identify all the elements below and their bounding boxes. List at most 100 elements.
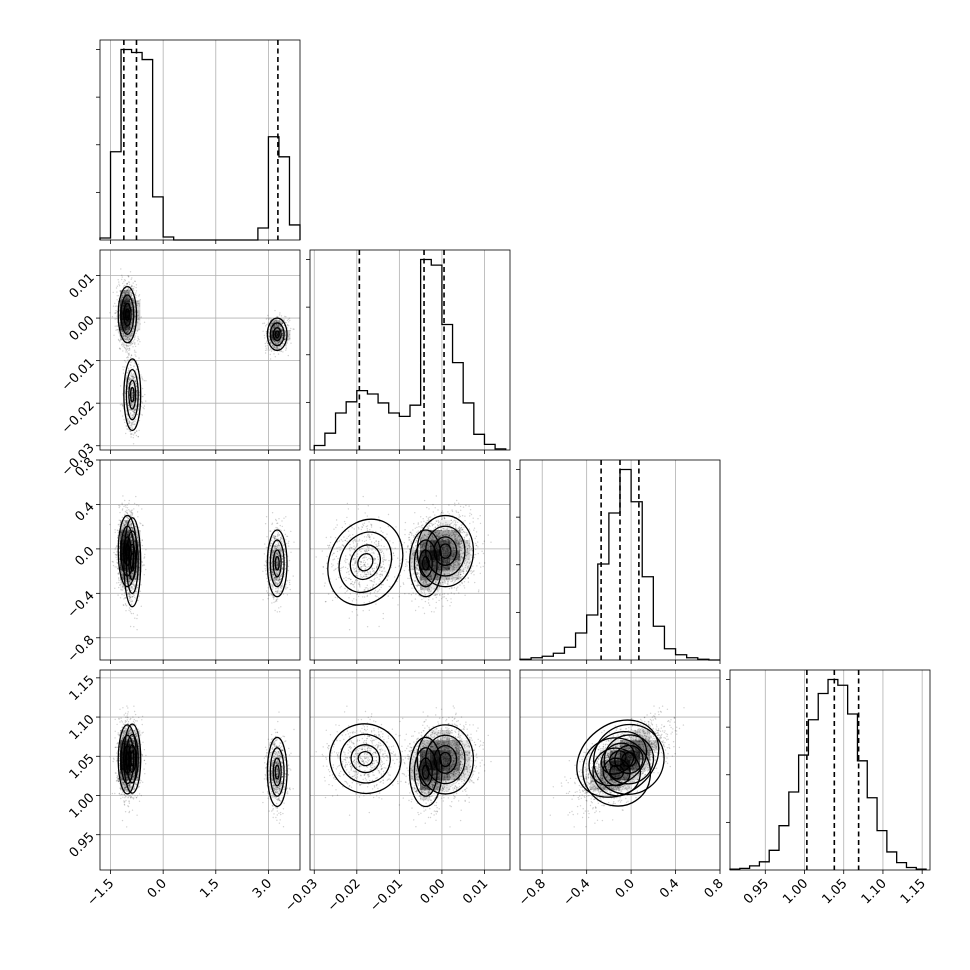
scatter-point [116, 291, 118, 293]
scatter-point [292, 575, 294, 577]
scatter-point [288, 317, 291, 319]
scatter-point [128, 354, 130, 356]
scatter-point [287, 335, 289, 337]
scatter-point [129, 611, 132, 613]
scatter-point [130, 510, 133, 512]
scatter-point [123, 592, 126, 594]
scatter-point [133, 325, 135, 328]
scatter-point [128, 291, 130, 293]
scatter-point [264, 342, 266, 345]
scatter-point [134, 294, 136, 296]
scatter-point [127, 327, 129, 330]
scatter-point [262, 322, 264, 325]
scatter-point [276, 611, 278, 613]
scatter-point [140, 374, 142, 376]
scatter-point [126, 351, 128, 353]
scatter-point [121, 342, 124, 344]
scatter-point [124, 330, 127, 332]
scatter-point [130, 332, 133, 335]
scatter-point [133, 410, 135, 413]
scatter-point [125, 314, 128, 316]
scatter-point [131, 310, 134, 312]
scatter-point [268, 339, 271, 342]
scatter-point [284, 330, 287, 332]
scatter-point [126, 413, 128, 416]
scatter-point [129, 338, 131, 341]
scatter-point [262, 570, 264, 572]
scatter-point [134, 310, 137, 312]
scatter-point [124, 327, 126, 330]
scatter-point [271, 602, 273, 604]
scatter-point [137, 363, 140, 366]
scatter-point [124, 421, 126, 424]
scatter-point [125, 344, 127, 347]
scatter-point [126, 321, 128, 323]
scatter-point [274, 342, 277, 345]
scatter-point [136, 430, 138, 432]
scatter-point [122, 319, 124, 321]
scatter-point [114, 312, 116, 314]
scatter-point [131, 421, 134, 424]
scatter-point [273, 353, 275, 355]
scatter-point [269, 548, 271, 550]
scatter-point [143, 380, 145, 382]
scatter-point [266, 577, 268, 580]
scatter-point [120, 268, 122, 270]
scatter-point [128, 347, 130, 350]
scatter-point [276, 315, 278, 318]
scatter-point [134, 409, 136, 411]
scatter-point [127, 382, 130, 384]
scatter-point [118, 285, 121, 287]
scatter-point [129, 343, 131, 345]
scatter-point [281, 334, 283, 337]
scatter-point [126, 357, 128, 359]
scatter-point [131, 341, 133, 343]
scatter-point [121, 583, 123, 585]
density-cell [130, 310, 141, 321]
scatter-point [138, 338, 140, 341]
scatter-point [124, 293, 126, 295]
scatter-point [264, 352, 267, 354]
scatter-point [121, 278, 123, 281]
scatter-point [138, 595, 140, 597]
scatter-point [127, 320, 129, 323]
scatter-point [124, 298, 126, 301]
scatter-point [286, 324, 288, 327]
scatter-point [128, 430, 131, 432]
scatter-point [131, 308, 133, 310]
scatter-point [116, 559, 118, 561]
scatter-point [274, 324, 276, 326]
scatter-point [137, 343, 140, 345]
scatter-point [144, 393, 146, 396]
scatter-point [132, 423, 135, 426]
scatter-point [125, 301, 127, 304]
scatter-point [121, 509, 124, 511]
scatter-point [122, 495, 124, 497]
scatter-point [126, 372, 129, 374]
scatter-point [121, 312, 124, 314]
scatter-point [275, 342, 277, 344]
scatter-point [128, 276, 130, 278]
scatter-point [124, 291, 126, 294]
scatter-point [129, 336, 132, 338]
scatter-point [131, 321, 133, 323]
scatter-point [132, 373, 135, 375]
scatter-point [130, 354, 133, 356]
scatter-point [289, 588, 291, 591]
scatter-point [126, 509, 128, 511]
scatter-point [125, 305, 127, 308]
scatter-point [132, 394, 134, 397]
scatter-point [126, 282, 129, 285]
scatter-point [121, 343, 123, 346]
scatter-point [118, 347, 121, 349]
scatter-point [268, 574, 271, 576]
scatter-point [134, 354, 136, 356]
scatter-point [125, 351, 127, 353]
scatter-point [280, 590, 282, 593]
scatter-point [116, 318, 118, 320]
y-tick-label: 0.00 [67, 313, 98, 344]
scatter-point [122, 302, 125, 305]
scatter-point [129, 336, 131, 338]
scatter-point [124, 325, 127, 328]
scatter-point [292, 328, 294, 330]
